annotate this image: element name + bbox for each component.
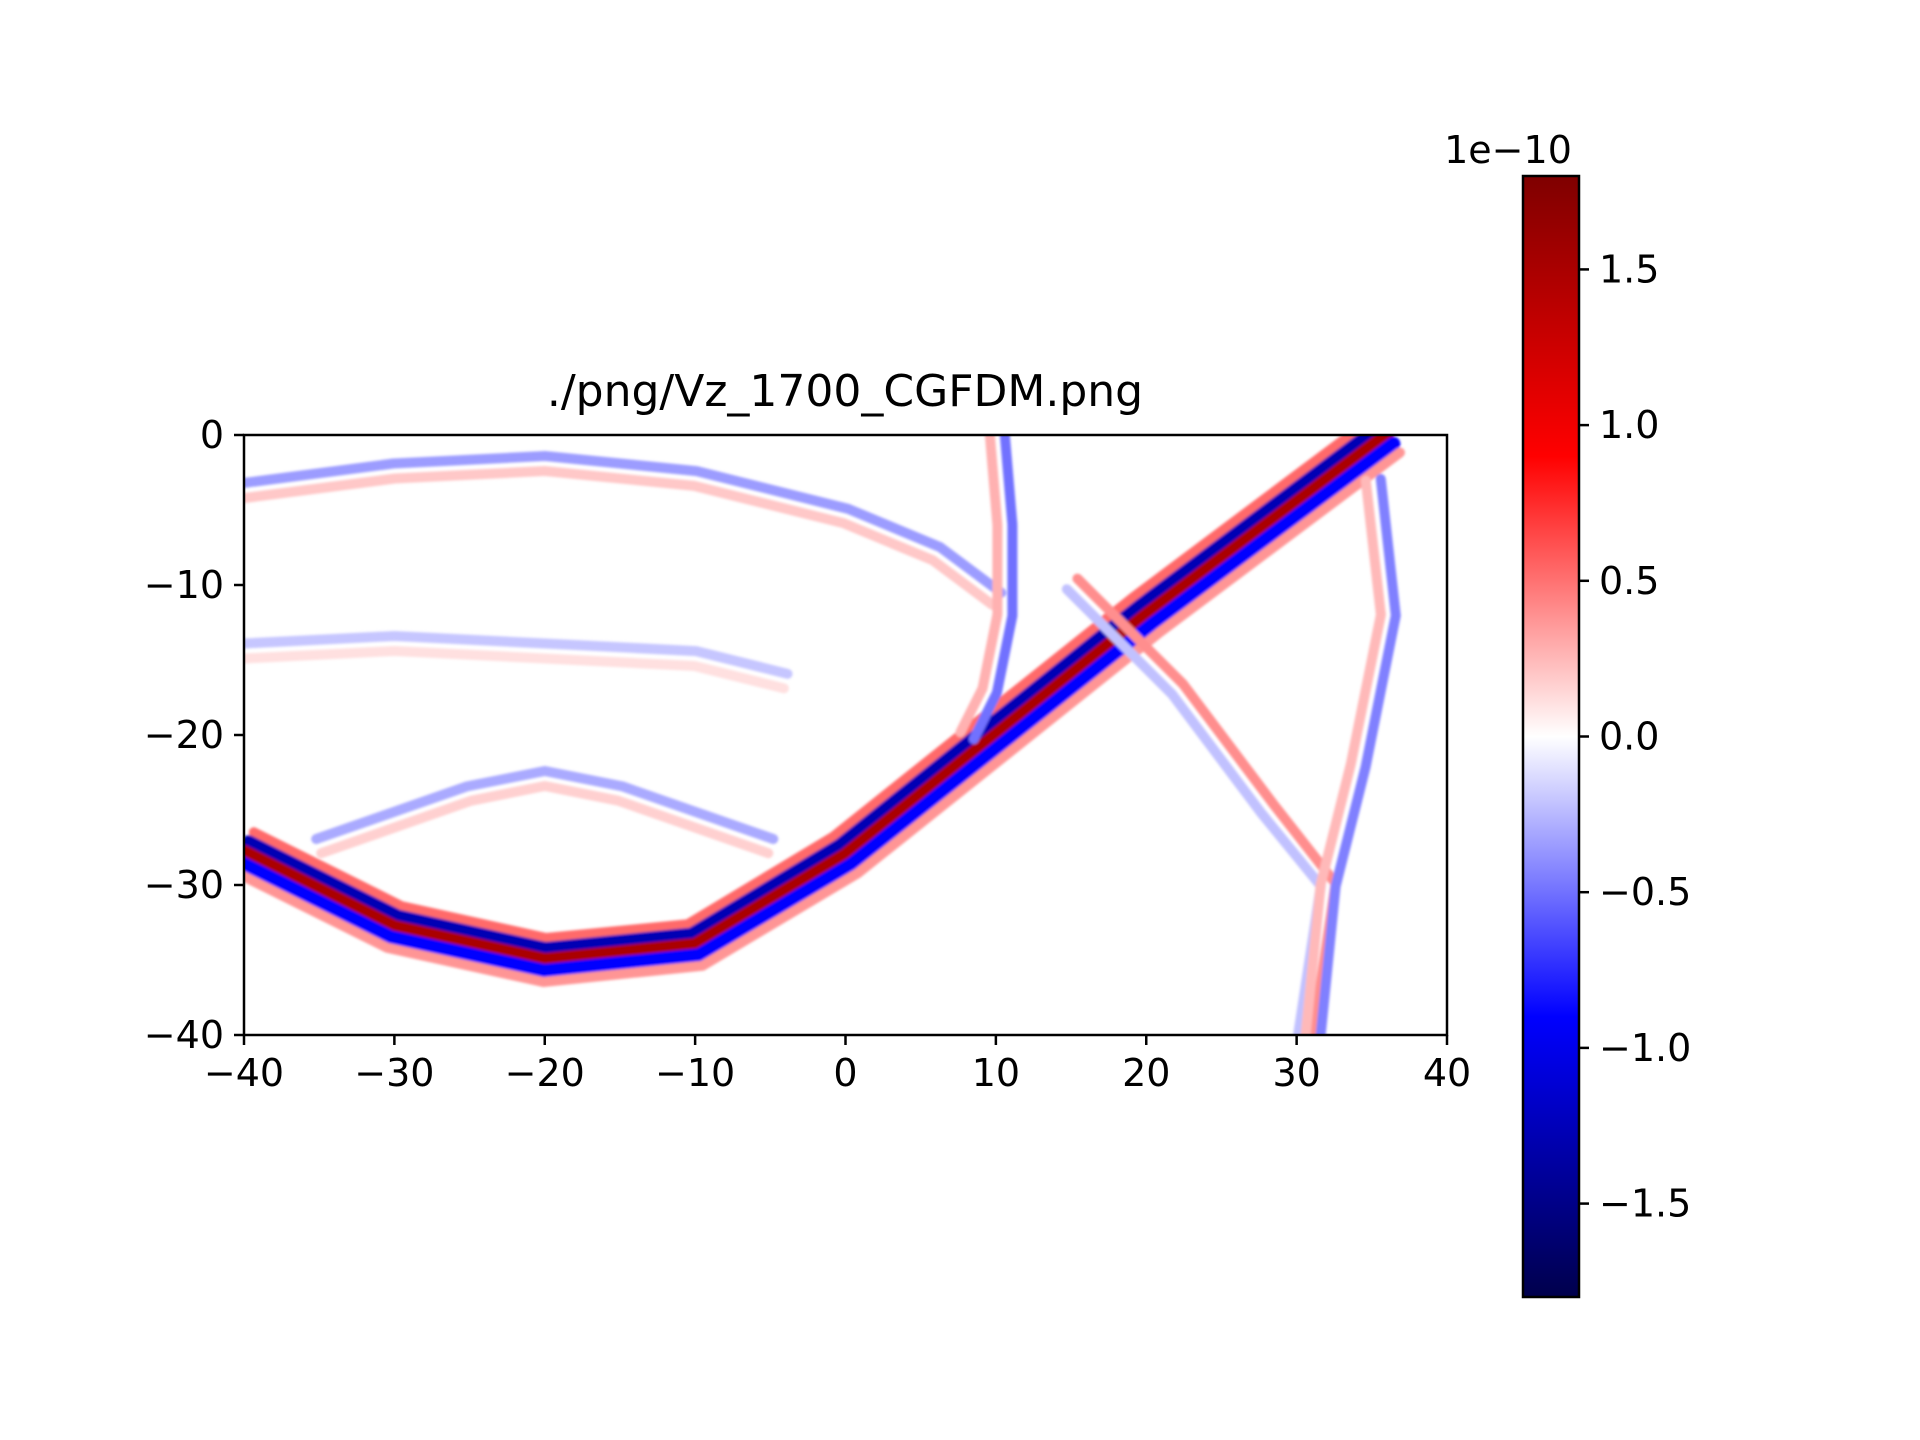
wavefront-band — [244, 436, 1401, 978]
colorbar-tick-label: 1.5 — [1599, 247, 1659, 291]
x-tick-label: 30 — [1272, 1051, 1320, 1095]
y-tick-label: −40 — [144, 1013, 224, 1057]
x-tick-label: 10 — [972, 1051, 1020, 1095]
wavefront-band — [311, 766, 779, 844]
wavefront-band — [1315, 474, 1401, 1035]
x-tick-label: 0 — [833, 1051, 857, 1095]
colorbar-tick-label: 1.0 — [1599, 403, 1659, 447]
x-tick-label: −10 — [655, 1051, 735, 1095]
wavefront-band — [316, 781, 774, 859]
wavefield-image — [244, 435, 1405, 1035]
wavefront-band — [244, 451, 1007, 598]
wavefront-band — [1300, 475, 1386, 1035]
y-axis: 0 −10 −20 −30 −40 — [144, 413, 244, 1057]
plot-area — [242, 433, 1449, 1037]
colorbar: 1e−10 1.5 1.0 0.5 0.0 −0.5 −1.0 −1.5 — [1444, 128, 1691, 1299]
wavefront-band — [244, 646, 789, 694]
x-axis: −40 −30 −20 −10 0 10 20 30 40 — [204, 1035, 1471, 1095]
y-tick-label: 0 — [200, 413, 224, 457]
y-tick-label: −30 — [144, 863, 224, 907]
colorbar-ticks: 1.5 1.0 0.5 0.0 −0.5 −1.0 −1.5 — [1579, 247, 1691, 1226]
chart-title: ./png/Vz_1700_CGFDM.png — [547, 366, 1143, 417]
wavefront-band — [244, 435, 1394, 967]
x-tick-label: −30 — [354, 1051, 434, 1095]
y-tick-label: −10 — [144, 563, 224, 607]
x-tick-label: 40 — [1423, 1051, 1471, 1095]
wavefront-band — [968, 435, 1018, 744]
wavefront-band — [244, 466, 998, 610]
wavefront-band — [248, 435, 1359, 943]
x-tick-label: −20 — [505, 1051, 585, 1095]
y-tick-label: −20 — [144, 713, 224, 757]
colorbar-tick-label: −0.5 — [1599, 870, 1691, 914]
wavefront-band — [244, 447, 1405, 987]
colorbar-multiplier: 1e−10 — [1444, 128, 1572, 172]
x-tick-label: 20 — [1122, 1051, 1170, 1095]
x-tick-label: −40 — [204, 1051, 284, 1095]
colorbar-tick-label: −1.0 — [1599, 1026, 1691, 1070]
colorbar-gradient — [1521, 174, 1581, 1299]
colorbar-tick-label: 0.0 — [1599, 715, 1659, 759]
wavefront-band — [955, 435, 1003, 738]
colorbar-tick-label: 0.5 — [1599, 559, 1659, 603]
wavefront-band — [244, 435, 1381, 956]
colorbar-tick-label: −1.5 — [1599, 1182, 1691, 1226]
wavefront-band — [244, 631, 793, 679]
